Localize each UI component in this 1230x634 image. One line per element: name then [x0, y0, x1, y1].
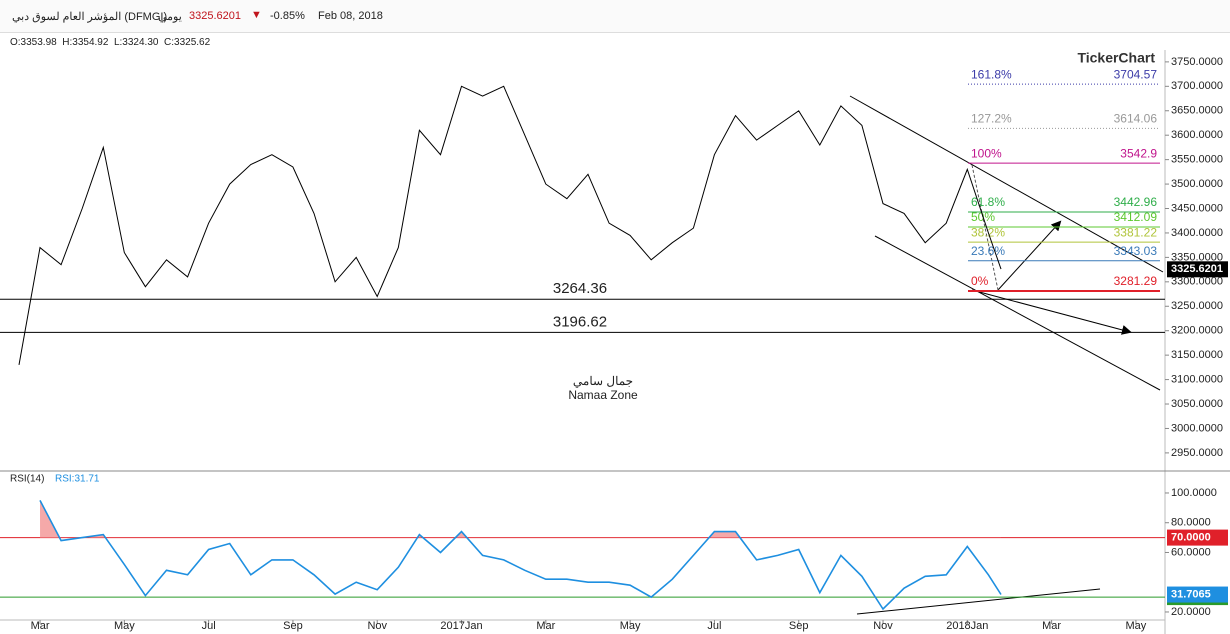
- x-tick-label: Jul: [707, 620, 721, 632]
- fib-label: 161.8%: [971, 67, 1012, 81]
- x-tick-label: Mar: [536, 620, 555, 632]
- symbol: المؤشر العام لسوق دبي (DFMGI): [12, 11, 168, 23]
- y-tick-label: 60.0000: [1171, 546, 1211, 558]
- last-price: 3325.6201: [189, 10, 241, 22]
- y-tick-label: 3650.0000: [1171, 105, 1223, 117]
- ohlc: O:3353.98 H:3354.92 L:3324.30 C:3325.62: [10, 37, 211, 48]
- y-tick-label: 3300.0000: [1171, 276, 1223, 288]
- fib-anchor: [971, 164, 999, 291]
- x-tick-label: May: [114, 620, 135, 632]
- channel-line: [874, 235, 1161, 391]
- y-tick-label: 100.0000: [1171, 487, 1217, 499]
- y-tick-label: 3150.0000: [1171, 349, 1223, 361]
- level-label: 70.0000: [1171, 532, 1211, 544]
- y-tick-label: 3250.0000: [1171, 300, 1223, 312]
- series-line: [39, 500, 1002, 611]
- last-box: [1167, 261, 1228, 278]
- x-tick-label: Nov: [367, 620, 387, 632]
- channel-line: [849, 95, 1164, 273]
- x-tick-label: May: [620, 620, 641, 632]
- fib-value: 3442.96: [1114, 195, 1158, 209]
- last-label: 3325.6201: [1171, 263, 1223, 275]
- rsi-trendline: [856, 588, 1101, 615]
- level-box: [1167, 529, 1228, 546]
- pane-legend: RSI:31.71: [55, 474, 100, 485]
- support-label: 3196.62: [553, 313, 607, 330]
- y-tick-label: 3600.0000: [1171, 129, 1223, 141]
- x-tick-label: May: [1126, 620, 1147, 632]
- header-bar: [0, 0, 1230, 33]
- overbought-area: [40, 500, 1002, 538]
- x-tick-label: Mar: [1042, 620, 1061, 632]
- arrow: [971, 289, 1132, 335]
- fib-label: 127.2%: [971, 111, 1012, 125]
- x-tick-label: 2017Jan: [440, 620, 482, 632]
- fib-value: 3381.22: [1114, 225, 1158, 239]
- y-tick-label: 3400.0000: [1171, 227, 1223, 239]
- y-tick-label: 80.0000: [1171, 517, 1211, 529]
- fib-value: 3343.03: [1114, 244, 1158, 258]
- last-box: [1167, 586, 1228, 603]
- y-tick-label: 3050.0000: [1171, 398, 1223, 410]
- period: يومي: [158, 11, 182, 23]
- pane-title: RSI(14): [10, 474, 44, 485]
- y-tick-label: 3450.0000: [1171, 202, 1223, 214]
- x-tick-label: Sep: [789, 620, 809, 632]
- change: -0.85%: [270, 10, 305, 22]
- y-tick-label: 3100.0000: [1171, 373, 1223, 385]
- series-line: [18, 85, 1002, 365]
- support-label: 3264.36: [553, 280, 607, 297]
- fib-label: 100%: [971, 146, 1002, 160]
- fib-value: 3614.06: [1114, 111, 1158, 125]
- x-tick-label: Mar: [31, 620, 50, 632]
- fib-label: 23.6%: [971, 244, 1005, 258]
- x-tick-label: Nov: [873, 620, 893, 632]
- x-tick-label: Sep: [283, 620, 303, 632]
- y-tick-label: 3500.0000: [1171, 178, 1223, 190]
- fib-value: 3281.29: [1114, 274, 1158, 288]
- annotation: Namaa Zone: [568, 388, 638, 402]
- x-tick-label: 2018Jan: [946, 620, 988, 632]
- fib-value: 3412.09: [1114, 210, 1158, 224]
- down-arrow: ▼: [251, 9, 262, 21]
- y-tick-label: 3200.0000: [1171, 325, 1223, 337]
- fib-label: 0%: [971, 274, 989, 288]
- fib-value: 3542.9: [1120, 146, 1157, 160]
- arrow: [997, 220, 1062, 291]
- y-tick-label: 3750.0000: [1171, 56, 1223, 68]
- annotation: جمال سامي: [573, 374, 633, 388]
- y-tick-label: 20.0000: [1171, 606, 1211, 618]
- date: Feb 08, 2018: [318, 10, 383, 22]
- y-tick-label: 3350.0000: [1171, 251, 1223, 263]
- y-tick-label: 2950.0000: [1171, 447, 1223, 459]
- x-tick-label: Jul: [202, 620, 216, 632]
- y-tick-label: 3550.0000: [1171, 154, 1223, 166]
- y-tick-label: 3000.0000: [1171, 422, 1223, 434]
- y-tick-label: 3700.0000: [1171, 80, 1223, 92]
- fib-value: 3704.57: [1114, 67, 1158, 81]
- watermark: TickerChart: [1077, 50, 1155, 66]
- last-label: 31.7065: [1171, 588, 1211, 600]
